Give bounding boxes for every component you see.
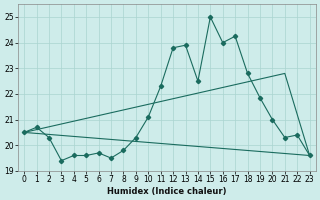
- X-axis label: Humidex (Indice chaleur): Humidex (Indice chaleur): [107, 187, 227, 196]
